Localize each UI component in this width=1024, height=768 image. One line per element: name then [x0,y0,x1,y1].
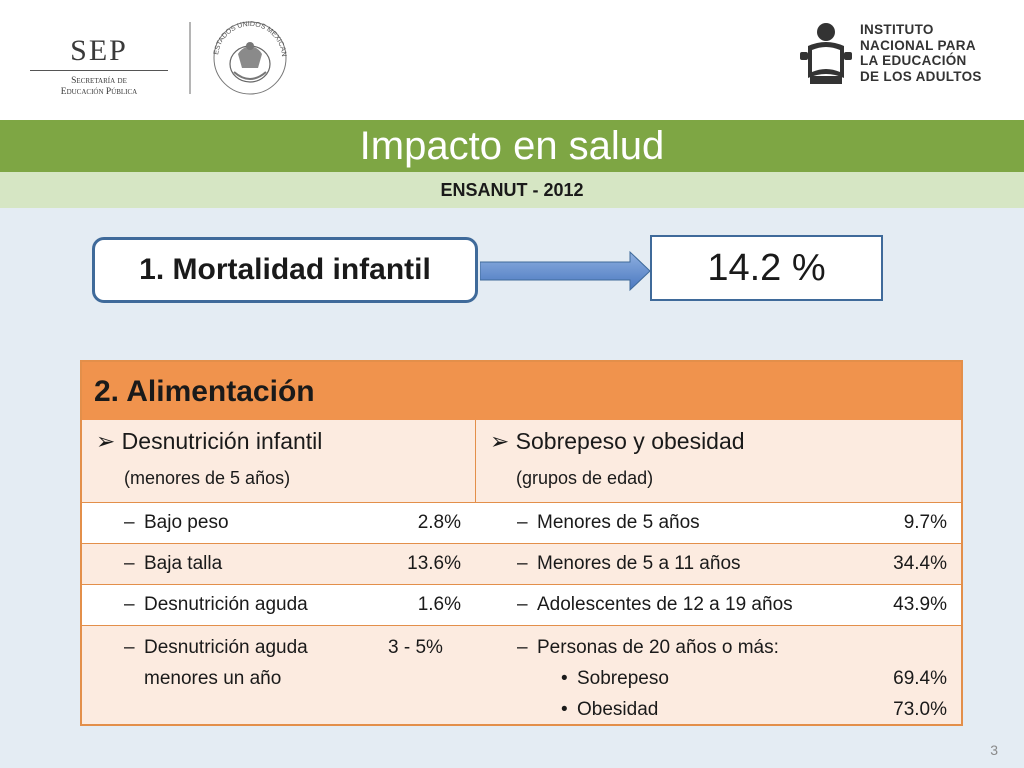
sobrepeso-header: ➢ Sobrepeso y obesidad (grupos de edad) [476,420,961,502]
desnutricion-header: ➢ Desnutrición infantil (menores de 5 añ… [82,420,476,502]
sub-row-label: Sobrepeso [577,668,669,689]
row-label: Adolescentes de 12 a 19 años [537,594,793,615]
sobrepeso-subtitle: (grupos de edad) [516,468,654,488]
row-value: 2.8% [417,512,461,533]
mortalidad-value: 14.2 % [707,247,826,289]
row-value: 34.4% [893,553,947,574]
table-row: Desnutrición aguda menores un año 3 - 5%… [82,626,961,724]
row-value: 43.9% [893,594,947,615]
row-label: Bajo peso [144,512,229,533]
mexico-seal-icon: ESTADOS UNIDOS MEXICANOS [208,16,287,95]
row-label: Personas de 20 años o más: [537,637,779,658]
mortalidad-label: 1. Mortalidad infantil [139,253,431,286]
table-header: 2. Alimentación [82,362,961,420]
table-row: Desnutrición aguda 1.6% Adolescentes de … [82,585,961,625]
inea-logo: INSTITUTO NACIONAL PARA LA EDUCACIÓN DE … [800,22,1000,92]
arrow-bullet-icon: ➢ [490,428,510,454]
right-arrow-icon [480,250,651,292]
desnutricion-title: Desnutrición infantil [121,428,323,454]
header: SEP Secretaría de Educación Pública ESTA… [0,0,1024,120]
inea-line2: NACIONAL PARA [860,37,976,53]
desnutricion-subtitle: (menores de 5 años) [124,468,291,488]
row-value: 13.6% [407,553,461,574]
slide-subtitle: ENSANUT - 2012 [440,180,584,200]
sep-subtitle: Secretaría de Educación Pública [28,76,170,98]
sub-row-label: Obesidad [577,699,658,720]
sep-subtitle-line1: Secretaría de [71,76,127,86]
table-row: Bajo peso 2.8% Menores de 5 años 9.7% [82,503,961,543]
mortalidad-value-box: 14.2 % [650,235,883,301]
row-value: 1.6% [417,594,461,615]
subtitle-band [0,172,1024,208]
sep-subtitle-line2: Educación Pública [60,87,138,97]
alimentacion-table: 2. Alimentación ➢ Desnutrición infantil … [80,360,963,726]
row-label: Desnutrición aguda [144,594,308,615]
table-row: Baja talla 13.6% Menores de 5 a 11 años … [82,544,961,584]
inea-name: INSTITUTO NACIONAL PARA LA EDUCACIÓN DE … [860,22,982,84]
arrow-bullet-icon: ➢ [96,428,116,454]
sobrepeso-title: Sobrepeso y obesidad [515,428,745,454]
row-label-continued: menores un año [144,668,282,689]
page-number: 3 [990,742,998,758]
sep-title: SEP [70,34,128,67]
row-label: Menores de 5 a 11 años [537,553,741,574]
row-label: Baja talla [144,553,222,574]
sub-row-value: 69.4% [893,668,947,689]
sep-logo: SEP Secretaría de Educación Pública [28,28,170,98]
row-label: Menores de 5 años [537,512,700,533]
row-divider [82,625,961,626]
sep-divider [30,70,168,71]
mortalidad-box: 1. Mortalidad infantil [92,237,478,303]
row-label: Desnutrición aguda [144,637,308,658]
logo-divider [189,22,191,94]
alimentacion-heading: 2. Alimentación [94,375,315,408]
row-value: 3 - 5% [388,637,443,658]
sub-row-value: 73.0% [893,699,947,720]
inea-line4: DE LOS ADULTOS [860,68,982,84]
title-band [0,120,1024,172]
reader-icon [800,23,852,84]
slide-title: Impacto en salud [359,124,665,168]
inea-line3: LA EDUCACIÓN [860,53,967,68]
inea-line1: INSTITUTO [860,22,934,37]
row-value: 9.7% [903,512,947,533]
